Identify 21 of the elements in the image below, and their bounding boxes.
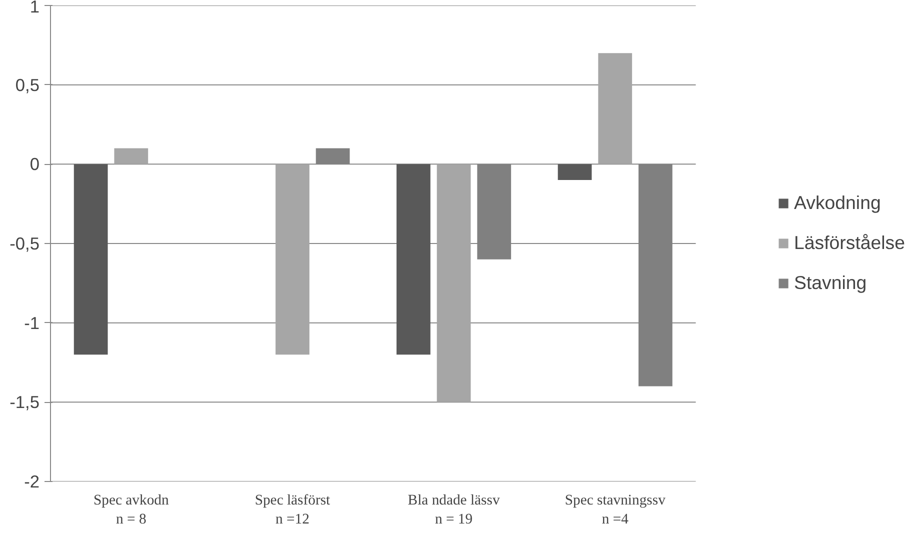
x-tick-label: Spec avkodn n = 8 xyxy=(94,492,170,528)
legend-label: Stavning xyxy=(794,272,867,294)
bar xyxy=(558,164,592,180)
bar xyxy=(74,164,108,355)
y-tick-label: 1 xyxy=(30,0,40,16)
legend-label: Avkodning xyxy=(794,192,881,214)
y-tick-label: -0,5 xyxy=(10,234,40,254)
x-tick-label: Spec stavningssv n =4 xyxy=(564,492,666,528)
y-tick-label: -2 xyxy=(24,472,40,492)
y-tick-label: 0 xyxy=(30,154,40,174)
bar xyxy=(114,148,148,164)
bar xyxy=(396,164,430,355)
y-tick-label: 0,5 xyxy=(15,74,40,95)
y-tick-label: -1,5 xyxy=(10,392,40,412)
bar xyxy=(598,53,632,164)
y-tick-label: -1 xyxy=(24,312,40,333)
bar xyxy=(276,164,310,355)
bar xyxy=(436,164,471,402)
legend-label: Läsförståelse xyxy=(794,232,905,254)
x-tick-label: Spec läsförst n =12 xyxy=(254,492,330,528)
x-tick-label: Bla ndade lässv n = 19 xyxy=(408,492,500,528)
